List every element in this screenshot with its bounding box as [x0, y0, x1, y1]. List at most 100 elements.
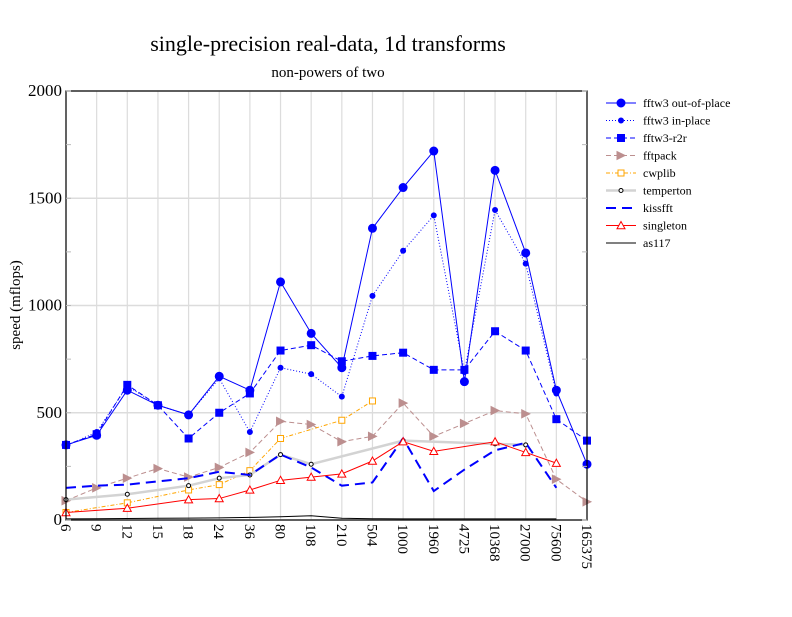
data-point-singleton — [520, 447, 531, 457]
data-point-fftw3-out-of-place — [306, 328, 316, 338]
data-point-fftw3-in-place — [246, 429, 253, 436]
data-point-fftw3-out-of-place — [398, 183, 408, 193]
data-point-fftpack — [92, 483, 102, 493]
data-point-fftw3-r2r — [429, 365, 438, 374]
x-tick-label: 10368 — [486, 524, 502, 562]
series-kissfft — [65, 436, 558, 493]
legend-label-fftw3-in-place: fftw3 in-place — [643, 114, 710, 128]
series-as117 — [65, 515, 557, 520]
x-tick-label: 15 — [149, 524, 165, 539]
data-point-singleton — [122, 503, 133, 512]
data-point-singleton — [428, 446, 439, 456]
x-tick-label: 75600 — [547, 524, 563, 562]
data-point-temperton — [278, 452, 284, 458]
data-point-fftpack — [459, 418, 470, 429]
x-tick-label: 18 — [180, 524, 196, 539]
data-point-fftw3-in-place — [216, 375, 223, 382]
x-tick-label: 24 — [210, 524, 226, 540]
axes: 6 9 12 15 18 24 36 80 108 210 504 1000 1960 4725 10368… — [28, 81, 594, 569]
x-tick-label: 36 — [241, 524, 257, 540]
series-line-kissfft — [65, 436, 558, 493]
data-point-singleton — [336, 468, 347, 478]
series-line-singleton — [65, 441, 557, 513]
data-point-singleton — [245, 484, 255, 494]
series-singleton — [61, 436, 562, 517]
data-point-fftpack — [153, 463, 164, 474]
series-temperton — [63, 438, 529, 503]
x-tick-label: 1960 — [425, 524, 441, 554]
legend-marker-fftw3-out-of-place — [616, 98, 626, 108]
legend-marker-singleton — [616, 220, 626, 230]
legend-marker-fftw3-in-place — [618, 117, 624, 124]
data-point-temperton — [186, 483, 192, 489]
series-line-fftw3-r2r — [65, 330, 588, 446]
data-point-cwplib — [338, 416, 346, 424]
data-point-fftw3-in-place — [430, 212, 437, 219]
y-tick-label: 1500 — [28, 188, 62, 207]
data-point-temperton — [216, 475, 222, 481]
data-point-fftw3-in-place — [369, 292, 376, 299]
data-point-temperton — [308, 461, 314, 467]
y-axis-label: speed (mflops) — [8, 260, 24, 350]
data-point-fftw3-r2r — [153, 401, 162, 410]
x-tick-label: 4725 — [455, 524, 471, 554]
data-point-singleton — [398, 436, 408, 446]
y-tick-label: 500 — [37, 403, 63, 422]
y-tick-label: 0 — [54, 510, 63, 529]
y-tick-label: 1000 — [28, 296, 62, 315]
data-point-fftw3-in-place — [185, 411, 192, 418]
data-point-fftw3-out-of-place — [367, 223, 377, 233]
series-line-temperton — [65, 439, 526, 501]
data-point-temperton — [124, 491, 130, 497]
data-point-fftw3-r2r — [276, 346, 285, 355]
series-fftw3-r2r — [62, 327, 591, 449]
data-point-fftw3-r2r — [307, 341, 316, 350]
data-point-fftpack — [521, 409, 531, 419]
data-point-fftw3-r2r — [491, 327, 500, 336]
data-point-fftpack — [276, 416, 286, 427]
legend-label-fftw3-r2r: fftw3-r2r — [643, 131, 687, 145]
series-fftpack — [61, 398, 593, 507]
data-point-fftpack — [367, 431, 378, 442]
series-line-fftpack — [65, 402, 588, 503]
data-point-fftw3-r2r — [92, 430, 101, 439]
data-point-fftpack — [490, 405, 501, 416]
data-point-fftpack — [429, 431, 439, 442]
data-point-fftpack — [214, 462, 225, 473]
data-point-fftw3-out-of-place — [521, 248, 531, 258]
legend-label-singleton: singleton — [643, 219, 687, 233]
data-point-singleton — [490, 436, 500, 446]
data-point-fftw3-out-of-place — [459, 377, 469, 387]
series-group — [61, 146, 593, 520]
data-point-fftw3-r2r — [184, 434, 193, 443]
x-tick-label: 108 — [302, 524, 318, 547]
data-point-fftpack — [551, 474, 562, 485]
data-point-singleton — [214, 493, 225, 503]
data-point-fftw3-out-of-place — [429, 146, 439, 156]
data-point-singleton — [275, 475, 286, 485]
series-line-fftw3-out-of-place — [65, 149, 588, 465]
legend-label-cwplib: cwplib — [643, 166, 676, 180]
legend-label-as117: as117 — [643, 236, 671, 250]
data-point-fftw3-in-place — [308, 371, 315, 378]
legend-label-fftw3-out-of-place: fftw3 out-of-place — [643, 96, 730, 110]
legend-label-fftpack: fftpack — [643, 149, 677, 163]
y-tick-label: 2000 — [28, 81, 62, 100]
x-tick-label: 27000 — [517, 524, 533, 562]
grid — [65, 90, 588, 521]
x-tick-label: 6 — [57, 524, 73, 532]
data-point-fftw3-in-place — [522, 260, 529, 267]
data-point-fftw3-r2r — [215, 408, 224, 417]
x-tick-label: 165375 — [578, 524, 594, 569]
series-fftw3-out-of-place — [61, 146, 592, 469]
legend-marker-temperton — [618, 188, 624, 193]
legend-marker-fftw3-r2r — [617, 134, 625, 142]
data-point-cwplib — [368, 397, 376, 405]
legend-label-kissfft: kissfft — [643, 201, 673, 215]
x-tick-label: 12 — [118, 524, 134, 539]
data-point-fftw3-r2r — [552, 415, 561, 424]
data-point-fftpack — [245, 447, 256, 458]
chart-subtitle: non-powers of two — [271, 65, 384, 81]
data-point-fftpack — [398, 398, 409, 408]
